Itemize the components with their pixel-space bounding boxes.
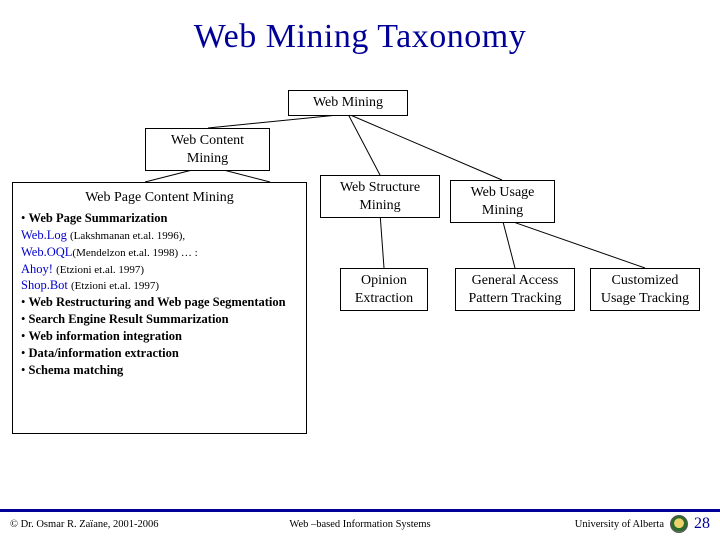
detail-line: Web.Log (Lakshmanan et.al. 1996),	[21, 227, 298, 244]
detail-line: Web.OQL(Mendelzon et.al. 1998) … :	[21, 244, 298, 261]
node-web-content: Web ContentMining	[145, 128, 270, 171]
footer-copyright: © Dr. Osmar R. Zaïane, 2001-2006	[10, 519, 159, 530]
node-web-structure: Web StructureMining	[320, 175, 440, 218]
footer: © Dr. Osmar R. Zaïane, 2001-2006 Web –ba…	[0, 512, 720, 536]
detail-line: • Web information integration	[21, 328, 298, 345]
node-customized-usage: CustomizedUsage Tracking	[590, 268, 700, 311]
detail-line: Ahoy! (Etzioni et.al. 1997)	[21, 261, 298, 278]
detail-line: • Data/information extraction	[21, 345, 298, 362]
detail-line: • Web Page Summarization	[21, 210, 298, 227]
footer-center: Web –based Information Systems	[289, 519, 430, 530]
slide-number: 28	[694, 515, 710, 533]
crest-icon	[670, 515, 688, 533]
page-title: Web Mining Taxonomy	[0, 0, 720, 56]
node-opinion-extraction: OpinionExtraction	[340, 268, 428, 311]
detail-line: • Search Engine Result Summarization	[21, 311, 298, 328]
node-web-mining: Web Mining	[288, 90, 408, 116]
detail-line: Shop.Bot (Etzioni et.al. 1997)	[21, 277, 298, 294]
node-general-access: General AccessPattern Tracking	[455, 268, 575, 311]
node-web-usage: Web UsageMining	[450, 180, 555, 223]
detail-web-page-content: Web Page Content Mining • Web Page Summa…	[12, 182, 307, 434]
detail-title: Web Page Content Mining	[21, 189, 298, 208]
detail-line: • Schema matching	[21, 362, 298, 379]
detail-line: • Web Restructuring and Web page Segment…	[21, 294, 298, 311]
footer-affiliation: University of Alberta	[575, 519, 664, 530]
